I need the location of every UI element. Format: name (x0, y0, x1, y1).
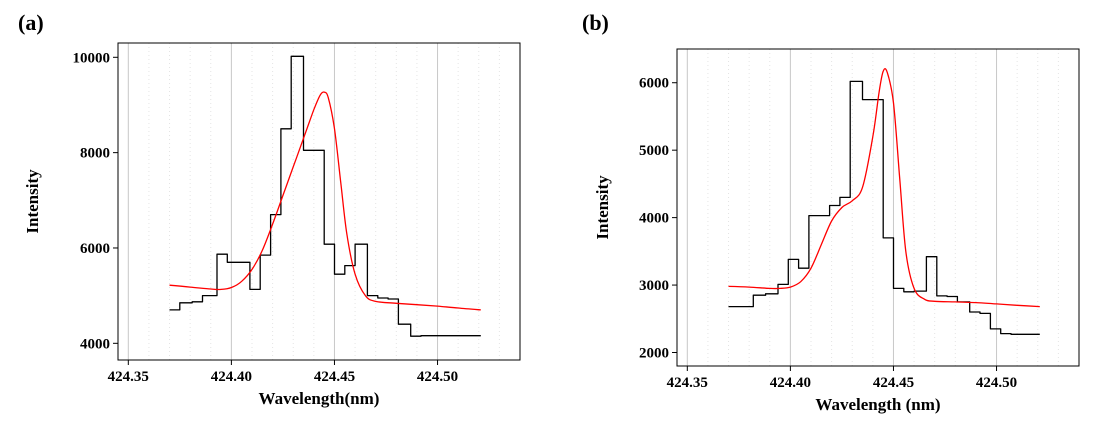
panel-label: (a) (18, 10, 44, 35)
y-axis-title: Intensity (593, 175, 612, 240)
x-tick-label: 424.50 (417, 369, 458, 385)
chart-panel-a: (a) 424.35 424.40 424.45 424.50 4000 6000 8000 1… (18, 10, 521, 408)
measured-spectrum-line (169, 55, 481, 337)
y-tick-label: 6000 (80, 241, 110, 257)
y-axis-title: Intensity (23, 169, 42, 234)
y-tick-label: 6000 (639, 76, 669, 92)
y-tick-label: 8000 (80, 146, 110, 162)
x-tick-label: 424.45 (314, 369, 355, 385)
x-axis-title: Wavelength(nm) (259, 389, 380, 408)
y-tick-label: 3000 (639, 278, 669, 294)
y-tick-label: 4000 (639, 211, 669, 227)
x-tick-label: 424.45 (873, 375, 914, 391)
plot-frame (676, 48, 1080, 367)
x-tick-label: 424.35 (108, 369, 149, 385)
plot-frame (117, 42, 521, 361)
fit-curve-line (728, 68, 1040, 308)
fit-curve-line (169, 91, 481, 311)
measured-spectrum-line (728, 80, 1040, 335)
x-tick-label: 424.40 (211, 369, 252, 385)
x-axis-title: Wavelength (nm) (815, 395, 940, 414)
x-tick-label: 424.40 (770, 375, 811, 391)
y-tick-label: 10000 (73, 50, 111, 66)
y-tick-label: 5000 (639, 143, 669, 159)
x-tick-label: 424.35 (667, 375, 708, 391)
y-tick-label: 4000 (80, 336, 110, 352)
panel-label: (b) (582, 10, 609, 35)
y-tick-label: 2000 (639, 346, 669, 362)
chart-panel-b: (b) 424.35 424.40 424.45 424.50 2000 3000 4000 5… (582, 10, 1080, 414)
x-tick-label: 424.50 (976, 375, 1017, 391)
